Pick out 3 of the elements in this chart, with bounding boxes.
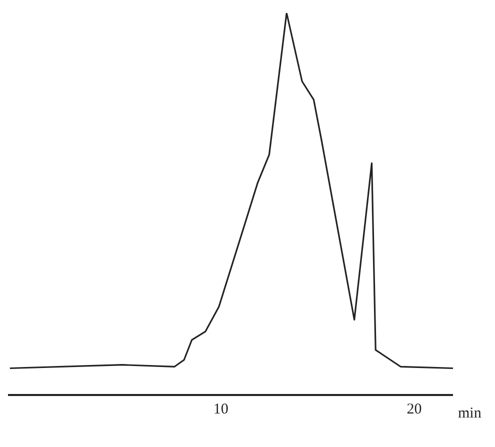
- x-tick-label: 20: [406, 402, 422, 418]
- x-axis-title: min: [458, 405, 482, 422]
- x-tick-label: 10: [213, 402, 228, 418]
